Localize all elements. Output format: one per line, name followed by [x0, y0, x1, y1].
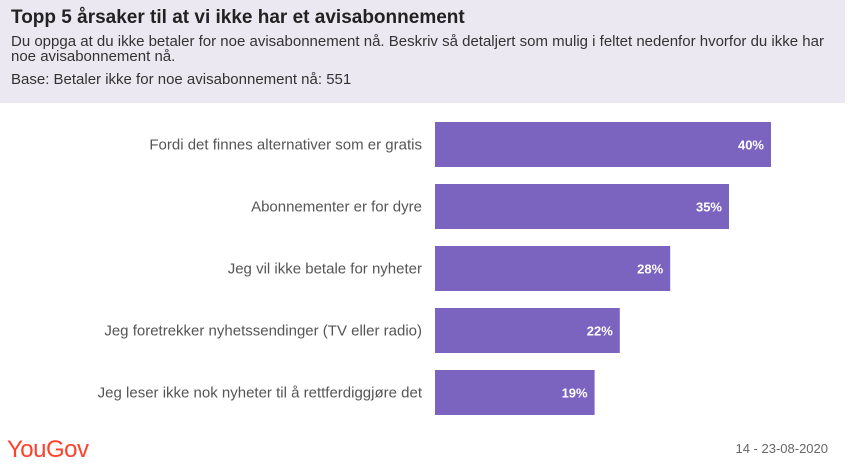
survey-date: 14 - 23-08-2020 — [735, 441, 828, 456]
bar-5 — [435, 370, 595, 415]
category-label-5: Jeg leser ikke nok nyheter til å rettfer… — [98, 385, 423, 402]
chart-subtitle: Du oppga at du ikke betaler for noe avis… — [11, 33, 824, 65]
bar-1 — [435, 122, 771, 167]
value-label-2: 35% — [696, 200, 722, 215]
value-label-1: 40% — [738, 138, 764, 153]
category-label-3: Jeg vil ikke betale for nyheter — [228, 261, 422, 278]
bar-2 — [435, 184, 729, 229]
chart-header: Topp 5 årsaker til at vi ikke har et avi… — [0, 0, 845, 103]
chart-title: Topp 5 årsaker til at vi ikke har et avi… — [11, 7, 465, 28]
bar-4 — [435, 308, 620, 353]
category-label-4: Jeg foretrekker nyhetssendinger (TV elle… — [104, 323, 422, 340]
bar-3 — [435, 246, 671, 291]
chart-base-note: Base: Betaler ikke for noe avisabonnemen… — [11, 71, 352, 88]
value-label-3: 28% — [637, 262, 663, 277]
yougov-logo: YouGov — [7, 436, 89, 463]
value-label-5: 19% — [562, 386, 588, 401]
value-label-4: 22% — [587, 324, 613, 339]
category-label-2: Abonnementer er for dyre — [251, 199, 422, 216]
category-label-1: Fordi det finnes alternativer som er gra… — [149, 137, 422, 154]
